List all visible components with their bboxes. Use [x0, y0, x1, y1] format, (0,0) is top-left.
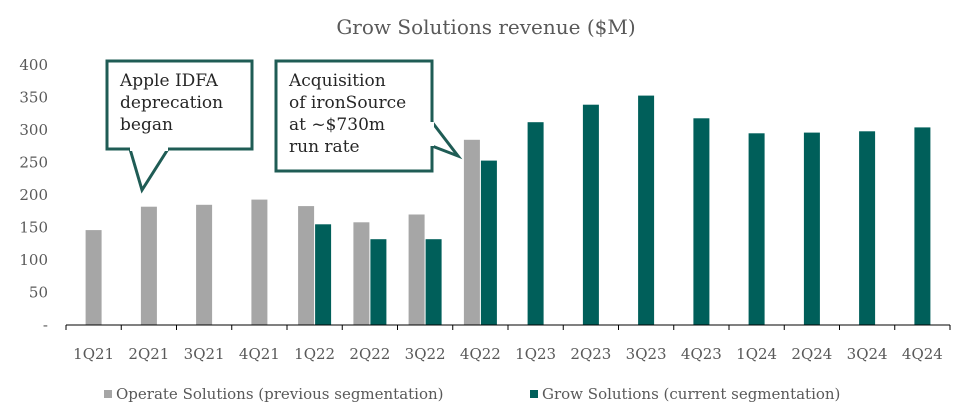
- x-tick-label: 4Q21: [239, 345, 280, 363]
- grow-solutions-bar-1q22: [315, 224, 332, 326]
- grow-solutions-bar-2q24: [803, 132, 820, 325]
- bars: [85, 95, 931, 326]
- callout-text-line: at ~$730m: [289, 115, 385, 135]
- y-tick-label: -: [43, 316, 48, 334]
- callout-text-line: Acquisition: [288, 71, 386, 91]
- legend-label: Operate Solutions (previous segmentation…: [116, 385, 444, 403]
- callout-text-line: began: [120, 115, 173, 135]
- legend-label: Grow Solutions (current segmentation): [542, 385, 840, 403]
- grow-solutions-bar-4q22: [480, 160, 497, 325]
- operate-solutions-bar-4q22: [463, 139, 480, 326]
- operate-solutions-bar-1q22: [298, 206, 315, 325]
- grow-solutions-bar-4q23: [693, 118, 710, 325]
- x-tick-label: 2Q21: [128, 345, 169, 363]
- x-tick-label: 2Q22: [349, 345, 390, 363]
- grow-solutions-bar-4q24: [914, 127, 931, 326]
- x-tick-label: 1Q23: [515, 345, 556, 363]
- x-tick-label: 2Q24: [791, 345, 832, 363]
- x-tick-label: 1Q24: [736, 345, 777, 363]
- x-tick-label: 1Q22: [294, 345, 335, 363]
- callout-text-line: of ironSource: [289, 93, 406, 113]
- x-tick-label: 1Q21: [73, 345, 114, 363]
- y-tick-label: 200: [19, 186, 48, 204]
- x-tick-label: 4Q24: [902, 345, 943, 363]
- grow-solutions-bar-3q23: [638, 95, 655, 325]
- legend-swatch: [104, 390, 112, 398]
- x-tick-label: 4Q23: [681, 345, 722, 363]
- x-tick-label: 3Q23: [626, 345, 667, 363]
- callout-text-line: Apple IDFA: [119, 71, 219, 91]
- callout-text-line: deprecation: [120, 93, 223, 113]
- y-axis: - 50 100 150 200 250 300 350 400: [19, 56, 48, 334]
- y-tick-label: 100: [19, 251, 48, 269]
- callout-box: [274, 59, 434, 173]
- operate-solutions-bar-4q21: [251, 199, 268, 325]
- grow-solutions-bar-3q22: [425, 239, 442, 325]
- grow-solutions-bar-1q23: [527, 122, 544, 325]
- callout-pointer: [127, 147, 171, 194]
- y-tick-label: 150: [19, 219, 48, 237]
- operate-solutions-bar-2q21: [140, 206, 157, 325]
- callout-pointer: [430, 117, 463, 160]
- grow-solutions-bar-2q22: [370, 239, 387, 325]
- callout-box: [105, 59, 254, 151]
- x-tick-label: 4Q22: [460, 345, 501, 363]
- x-axis-labels: 1Q21 2Q21 3Q21 4Q21 1Q22 2Q22 3Q22 4Q22 1Q23 2Q23…: [65, 325, 951, 363]
- y-tick-label: 350: [19, 89, 48, 107]
- x-tick-label: 3Q22: [405, 345, 446, 363]
- grow-solutions-bar-2q23: [582, 104, 599, 325]
- grow-solutions-bar-1q24: [748, 133, 765, 326]
- operate-solutions-bar-2q22: [353, 222, 370, 325]
- x-tick-label: 3Q24: [847, 345, 888, 363]
- y-tick-label: 250: [19, 154, 48, 172]
- operate-solutions-bar-1q21: [85, 230, 102, 325]
- y-tick-label: 300: [19, 121, 48, 139]
- legend: Operate Solutions (previous segmentation…: [104, 385, 840, 403]
- callout-text-line: run rate: [289, 137, 360, 157]
- x-tick-label: 2Q23: [570, 345, 611, 363]
- x-tick-label: 3Q21: [184, 345, 225, 363]
- y-tick-label: 400: [19, 56, 48, 74]
- grow-solutions-bar-3q24: [859, 131, 876, 325]
- legend-swatch: [530, 390, 538, 398]
- y-tick-label: 50: [29, 284, 48, 302]
- chart-title: Grow Solutions revenue ($M): [336, 15, 635, 39]
- operate-solutions-bar-3q21: [196, 204, 213, 326]
- operate-solutions-bar-3q22: [408, 214, 425, 325]
- callouts: Apple IDFAdeprecationbeganAcquisitionof …: [105, 59, 463, 194]
